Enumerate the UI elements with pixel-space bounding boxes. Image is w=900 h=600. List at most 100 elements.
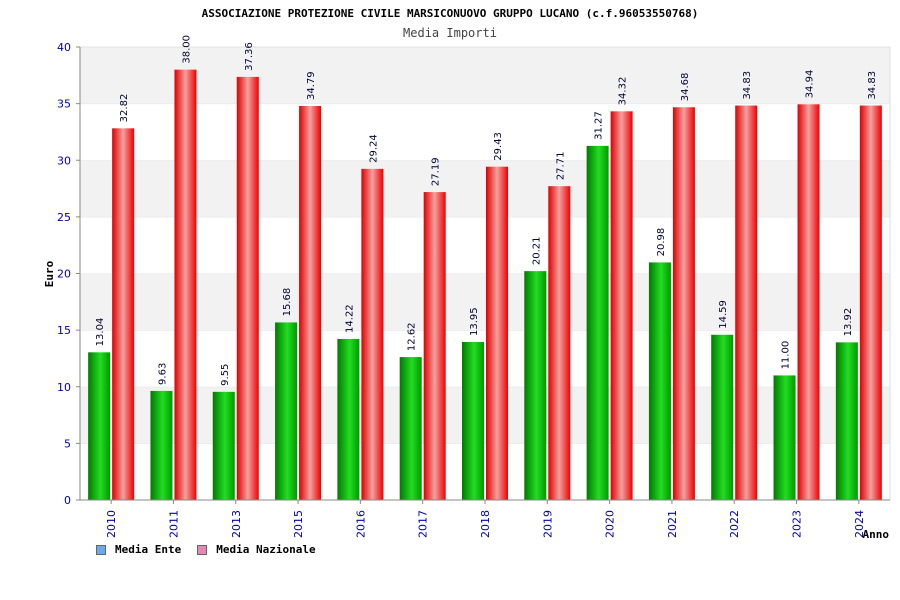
legend: Media Ente Media Nazionale: [96, 543, 332, 556]
bar-media-ente: [711, 334, 734, 500]
grid-band: [80, 386, 890, 444]
grid-band: [80, 330, 890, 387]
data-label: 37.36: [244, 42, 255, 71]
bar-media-nazionale: [112, 128, 135, 500]
data-label: 29.43: [493, 132, 504, 161]
data-label: 9.55: [220, 364, 231, 386]
x-tick-label: 2010: [105, 510, 118, 538]
bar-media-nazionale: [735, 105, 758, 501]
chart-subtitle: Media Importi: [403, 26, 497, 40]
data-label: 11.00: [781, 341, 792, 370]
data-label: 14.22: [344, 304, 355, 333]
y-tick-label: 0: [64, 494, 71, 507]
grid-band: [80, 103, 890, 161]
grid-band: [80, 273, 890, 331]
data-label: 38.00: [181, 35, 192, 64]
legend-item-media-nazionale: Media Nazionale: [197, 543, 316, 556]
data-label: 34.32: [618, 77, 629, 106]
data-label: 29.24: [368, 134, 379, 163]
data-labels: 13.04 32.82 9.63 38.00 9.55 37.36 15.68 34.79 14…: [95, 35, 878, 386]
x-tick-label: 2011: [167, 510, 180, 538]
x-axis-label: Anno: [863, 528, 890, 541]
bar-media-nazionale: [423, 192, 446, 501]
data-label: 13.95: [469, 307, 480, 336]
x-tick-label: 2015: [292, 510, 305, 538]
bar-media-nazionale: [672, 107, 695, 501]
legend-swatch-media-nazionale: [197, 544, 208, 555]
bar-media-ente: [337, 338, 360, 500]
grid-band: [80, 47, 890, 104]
x-tick-label: 2018: [479, 510, 492, 538]
bar-media-ente: [88, 352, 111, 500]
data-label: 9.63: [157, 363, 168, 385]
bar-media-ente: [586, 145, 609, 500]
bar-media-nazionale: [299, 106, 322, 501]
y-tick-label: 25: [57, 211, 71, 224]
x-tick-label: 2017: [417, 510, 430, 538]
data-label: 13.92: [843, 308, 854, 337]
data-label: 34.79: [306, 71, 317, 100]
data-label: 20.98: [656, 228, 667, 257]
grid-band: [80, 160, 890, 217]
y-axis-label: Euro: [43, 260, 56, 287]
bar-media-nazionale: [486, 166, 508, 500]
legend-item-media-ente: Media Ente: [96, 543, 181, 556]
data-label: 34.83: [867, 71, 878, 100]
bar-media-ente: [275, 322, 298, 500]
bar-media-nazionale: [236, 76, 259, 500]
data-label: 20.21: [531, 236, 542, 265]
data-label: 34.94: [805, 70, 816, 99]
bar-media-ente: [524, 271, 547, 500]
y-tick-label: 5: [64, 437, 71, 450]
x-tick-label: 2020: [604, 510, 617, 538]
data-label: 27.19: [431, 157, 442, 186]
y-tick-label: 20: [57, 268, 71, 281]
grid-band: [80, 443, 890, 500]
x-tick-label: 2024: [853, 510, 866, 538]
x-tick-label: 2013: [230, 510, 243, 538]
y-tick-label: 40: [57, 41, 71, 54]
data-label: 13.04: [95, 318, 106, 347]
bar-media-nazionale: [548, 186, 571, 500]
data-label: 15.68: [282, 288, 293, 317]
x-tick-label: 2022: [728, 510, 741, 538]
bar-media-ente: [648, 262, 671, 500]
y-tick-label: 10: [57, 381, 71, 394]
bar-media-ente: [462, 342, 484, 500]
legend-label-media-nazionale: Media Nazionale: [216, 543, 316, 556]
data-label: 27.71: [555, 152, 566, 181]
bar-media-ente: [399, 357, 422, 500]
data-label: 12.62: [407, 322, 418, 351]
y-tick-label: 15: [57, 324, 71, 337]
grid-bands: [80, 46, 891, 500]
bar-media-nazionale: [797, 104, 820, 500]
bar-media-nazionale: [859, 105, 882, 501]
data-label: 31.27: [594, 111, 605, 140]
x-tick-label: 2023: [791, 510, 804, 538]
x-axis-ticks: 2010 2011 2013 2015 2016 2017 2018 2019 2020 2021…: [105, 500, 866, 538]
grid-band: [80, 216, 890, 274]
chart-title: ASSOCIAZIONE PROTEZIONE CIVILE MARSICONU…: [202, 7, 699, 20]
data-label: 34.83: [742, 71, 753, 100]
legend-label-media-ente: Media Ente: [115, 543, 182, 556]
legend-swatch-media-ente: [96, 544, 106, 555]
bar-media-ente: [835, 342, 858, 500]
data-label: 14.59: [718, 300, 729, 329]
bars: [88, 69, 882, 501]
y-axis-ticks: 0 5 10 15 20 25 30 35 40: [57, 41, 80, 507]
y-tick-label: 30: [57, 154, 71, 167]
y-tick-label: 35: [57, 98, 71, 111]
bar-media-ente: [150, 390, 173, 500]
x-tick-label: 2016: [354, 510, 367, 538]
bar-media-nazionale: [361, 168, 384, 500]
bar-media-ente: [773, 375, 796, 500]
bar-media-nazionale: [174, 69, 197, 501]
x-tick-label: 2021: [666, 510, 679, 538]
bar-media-ente: [212, 391, 235, 500]
x-tick-label: 2019: [541, 510, 554, 538]
bar-media-nazionale: [610, 111, 633, 501]
data-label: 34.68: [680, 73, 691, 102]
data-label: 32.82: [119, 94, 130, 123]
